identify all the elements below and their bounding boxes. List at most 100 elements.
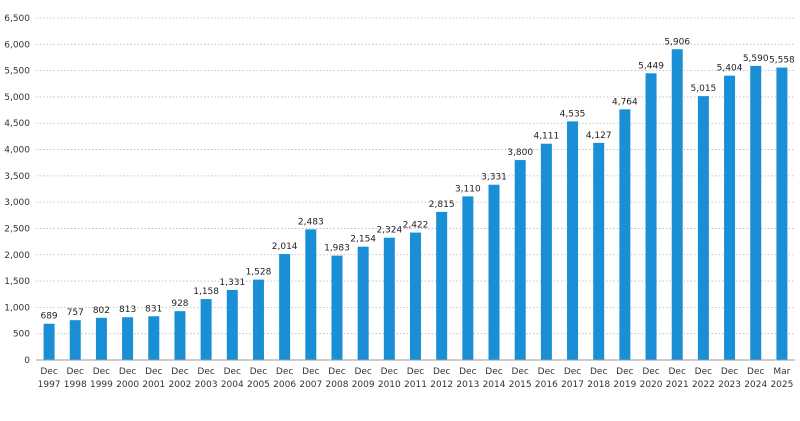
data-label: 2,014	[272, 242, 298, 252]
x-tick-label-month: Dec	[328, 367, 345, 377]
y-tick-label: 2,500	[4, 224, 30, 234]
x-tick-label-month: Dec	[250, 367, 267, 377]
x-tick-label-year: 2021	[666, 380, 689, 390]
bar	[122, 317, 134, 360]
x-tick-label-month: Dec	[40, 367, 57, 377]
x-tick-label-year: 2004	[221, 380, 244, 390]
data-label: 4,111	[533, 132, 559, 142]
y-tick-label: 6,000	[4, 40, 30, 50]
bars	[43, 49, 788, 361]
data-label: 2,324	[376, 226, 402, 236]
x-tick-label-month: Dec	[93, 367, 110, 377]
x-tick-label-year: 2016	[535, 380, 558, 390]
x-tick-label-month: Mar	[773, 367, 790, 377]
x-tick-label-year: 2007	[299, 380, 322, 390]
bar	[69, 320, 81, 360]
bar	[436, 211, 448, 360]
data-label: 5,558	[769, 56, 795, 66]
x-tick-label-year: 2017	[561, 380, 584, 390]
x-tick-label-year: 2005	[247, 380, 270, 390]
bar	[671, 49, 683, 360]
bar	[174, 311, 186, 360]
y-axis-ticks: 0 500 1,000 1,500 2,000 2,500 3,000 3,500 4,000 4…	[4, 14, 30, 366]
bar	[697, 96, 709, 360]
data-label: 5,590	[743, 54, 769, 64]
x-tick-label-month: Dec	[302, 367, 319, 377]
x-tick-label-year: 2024	[744, 380, 767, 390]
y-tick-label: 4,000	[4, 146, 30, 156]
y-tick-label: 0	[24, 356, 30, 366]
bar	[776, 67, 788, 360]
data-label: 757	[67, 308, 84, 318]
bar	[514, 160, 526, 360]
bar	[43, 323, 55, 360]
x-tick-label-year: 2003	[195, 380, 218, 390]
x-tick-label-month: Dec	[224, 367, 241, 377]
bar	[305, 229, 317, 360]
data-label: 2,422	[403, 221, 429, 231]
data-label: 1,331	[219, 278, 245, 288]
x-tick-label-year: 2011	[404, 380, 427, 390]
x-tick-label-year: 2009	[352, 380, 375, 390]
bar	[95, 317, 107, 360]
x-tick-label-year: 2023	[718, 380, 741, 390]
x-tick-label-month: Dec	[354, 367, 371, 377]
x-tick-label-year: 1997	[38, 380, 61, 390]
y-tick-label: 2,000	[4, 251, 30, 261]
data-label: 2,815	[429, 200, 455, 210]
y-tick-label: 500	[13, 330, 30, 340]
x-tick-label-year: 2002	[168, 380, 191, 390]
data-label: 4,535	[560, 109, 586, 119]
bar	[357, 246, 369, 360]
bar	[593, 142, 605, 360]
x-tick-label-month: Dec	[119, 367, 136, 377]
x-tick-label-month: Dec	[381, 367, 398, 377]
x-axis-ticks: Dec 1997 Dec 1998 Dec 1999 Dec 2000 Dec 2001 Dec 20…	[38, 367, 794, 390]
y-tick-label: 3,000	[4, 198, 30, 208]
x-tick-label-year: 2013	[456, 380, 479, 390]
data-label: 2,483	[298, 217, 324, 227]
y-tick-label: 3,500	[4, 172, 30, 182]
data-label: 3,331	[481, 173, 507, 183]
x-tick-label-year: 2012	[430, 380, 453, 390]
data-label: 5,449	[638, 61, 664, 71]
y-tick-label: 4,500	[4, 119, 30, 129]
data-label: 5,015	[691, 84, 717, 94]
bar	[200, 299, 212, 360]
data-label: 3,110	[455, 184, 481, 194]
x-tick-label-month: Dec	[171, 367, 188, 377]
x-tick-label-year: 2001	[142, 380, 165, 390]
bar	[567, 121, 579, 361]
y-tick-label: 6,500	[4, 14, 30, 24]
y-tick-label: 5,000	[4, 93, 30, 103]
data-label: 802	[93, 306, 110, 316]
bar	[279, 254, 291, 360]
bar	[331, 255, 343, 360]
x-tick-label-month: Dec	[67, 367, 84, 377]
x-tick-label-month: Dec	[276, 367, 293, 377]
bar	[226, 289, 238, 360]
x-tick-label-year: 2025	[770, 380, 793, 390]
data-label: 4,764	[612, 97, 638, 107]
x-tick-label-year: 2006	[273, 380, 296, 390]
x-tick-label-month: Dec	[747, 367, 764, 377]
x-tick-label-year: 2008	[326, 380, 349, 390]
bar	[619, 109, 631, 361]
y-tick-label: 1,500	[4, 277, 30, 287]
data-label: 4,127	[586, 131, 612, 141]
x-tick-label-month: Dec	[669, 367, 686, 377]
data-label: 813	[119, 305, 136, 315]
x-tick-label-year: 2022	[692, 380, 715, 390]
x-tick-label-year: 1998	[64, 380, 87, 390]
data-label: 1,983	[324, 244, 350, 254]
x-tick-label-year: 1999	[90, 380, 113, 390]
x-tick-label-month: Dec	[197, 367, 214, 377]
x-tick-label-month: Dec	[433, 367, 450, 377]
data-label: 3,800	[507, 148, 533, 158]
bar	[645, 73, 657, 360]
data-label: 2,154	[350, 235, 376, 245]
y-tick-label: 5,500	[4, 67, 30, 77]
bar	[540, 143, 552, 360]
